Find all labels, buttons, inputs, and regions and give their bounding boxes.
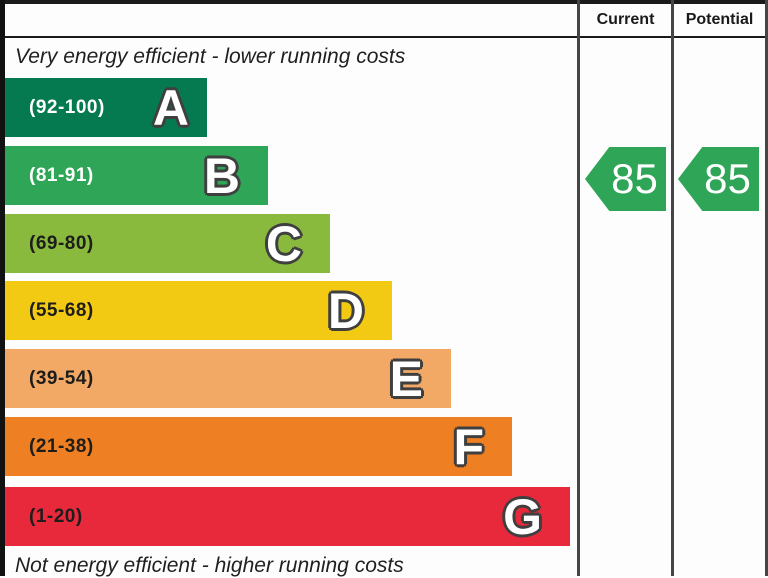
potential-rating-arrow: 85: [678, 147, 759, 211]
band-letter: F: [453, 418, 484, 475]
band-letter: G: [503, 488, 542, 545]
current-column-divider: [577, 0, 580, 576]
band-range-label: (21-38): [29, 435, 94, 457]
current-rating-arrow: 85: [585, 147, 666, 211]
band-range-label: (39-54): [29, 367, 94, 389]
header-separator-line: [0, 36, 768, 38]
potential-rating-value: 85: [704, 155, 751, 202]
band-range-label: (55-68): [29, 299, 94, 321]
rating-band-f: (21-38) F: [5, 417, 512, 476]
right-border: [765, 0, 768, 576]
rating-band-a: (92-100) A: [5, 78, 207, 137]
band-letter: D: [327, 282, 364, 339]
current-rating-value: 85: [611, 155, 658, 202]
bottom-caption: Not energy efficient - higher running co…: [15, 554, 404, 577]
current-column-header: Current: [596, 11, 655, 28]
rating-band-b: (81-91) B: [5, 146, 268, 205]
top-border: [0, 0, 768, 4]
band-letter: A: [152, 79, 189, 136]
rating-band-e: (39-54) E: [5, 349, 451, 408]
band-letter: B: [203, 147, 240, 204]
rating-band-d: (55-68) D: [5, 281, 392, 340]
band-range-label: (1-20): [29, 505, 83, 527]
rating-band-g: (1-20) G: [5, 487, 570, 546]
band-letter: E: [389, 350, 423, 407]
rating-band-c: (69-80) C: [5, 214, 330, 273]
top-caption: Very energy efficient - lower running co…: [15, 45, 406, 68]
band-letter: C: [265, 215, 302, 272]
band-range-label: (81-91): [29, 164, 94, 186]
left-border: [0, 0, 5, 576]
potential-column-header: Potential: [685, 11, 754, 28]
potential-column-divider: [671, 0, 674, 576]
band-range-label: (69-80): [29, 232, 94, 254]
band-range-label: (92-100): [29, 96, 105, 118]
